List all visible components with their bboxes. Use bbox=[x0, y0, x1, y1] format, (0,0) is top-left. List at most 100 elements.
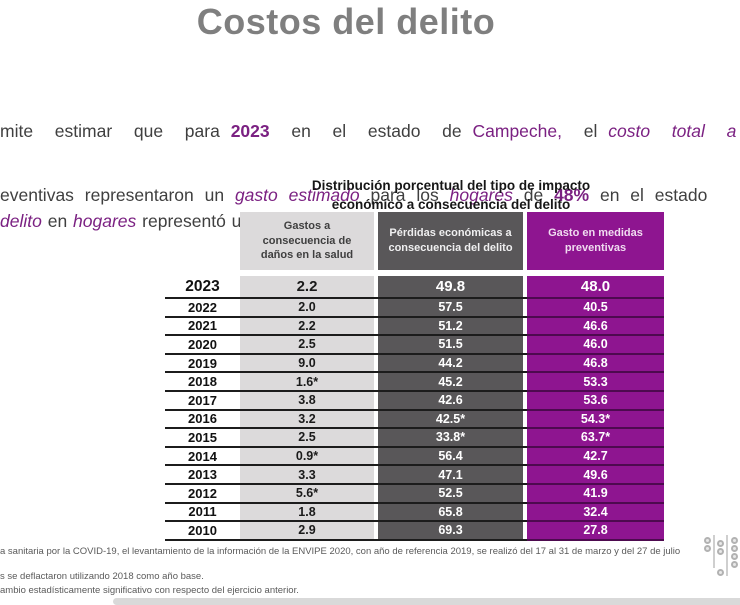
column-gap bbox=[523, 336, 527, 355]
perdidas-value-cell: 45.2 bbox=[378, 373, 523, 392]
abacus-bead-icon bbox=[731, 561, 738, 568]
header-gastos-salud: Gastos a consecuencia de daños en la sal… bbox=[240, 212, 374, 270]
table-row: 2020 2.5 51.5 46.0 bbox=[165, 336, 664, 355]
salud-value-cell: 5.6* bbox=[240, 484, 374, 504]
column-gap bbox=[523, 276, 527, 299]
preventivas-value-cell: 53.6 bbox=[527, 391, 664, 411]
table-row: 2016 3.2 42.5* 54.3* bbox=[165, 410, 664, 430]
salud-value-cell: 1.6* bbox=[240, 373, 374, 392]
salud-value-cell: 3.8 bbox=[240, 391, 374, 411]
table-row: 2022 2.0 57.5 40.5 bbox=[165, 299, 664, 318]
paragraph-line: mite estimar que para 2023 en el estado … bbox=[0, 116, 740, 146]
perdidas-value-cell: 56.4 bbox=[378, 447, 523, 467]
table-row: 2013 3.3 47.1 49.6 bbox=[165, 466, 664, 485]
text-fragment: para los bbox=[359, 185, 450, 205]
column-gap bbox=[374, 466, 378, 485]
column-gap bbox=[523, 317, 527, 337]
salud-value-cell: 2.2 bbox=[240, 317, 374, 337]
year-cell: 2017 bbox=[165, 391, 240, 411]
column-gap bbox=[374, 354, 378, 374]
column-gap bbox=[374, 429, 378, 448]
perdidas-value-cell: 44.2 bbox=[378, 354, 523, 374]
table-title: Distribución porcentual del tipo de impa… bbox=[238, 176, 664, 214]
column-gap bbox=[523, 429, 527, 448]
table-row: 2023 2.2 49.8 48.0 bbox=[165, 276, 664, 299]
page-title: Costos del delito bbox=[196, 1, 496, 42]
highlight-state: Campeche, bbox=[472, 121, 563, 141]
perdidas-value-cell: 65.8 bbox=[378, 503, 523, 523]
perdidas-value-cell: 42.6 bbox=[378, 391, 523, 411]
perdidas-value-cell: 33.8* bbox=[378, 429, 523, 448]
highlight-costo-total: costo total a cons bbox=[608, 121, 737, 141]
salud-value-cell: 2.9 bbox=[240, 522, 374, 541]
abacus-rod-icon bbox=[726, 535, 728, 576]
column-gap bbox=[374, 299, 378, 318]
preventivas-value-cell: 54.3* bbox=[527, 410, 664, 430]
text-fragment: en el estado bbox=[589, 185, 708, 205]
column-gap bbox=[374, 484, 378, 504]
highlight-gasto-estimado: gasto estimado bbox=[234, 185, 360, 205]
table-row: 2012 5.6* 52.5 41.9 bbox=[165, 484, 664, 504]
highlight-year: 2023 bbox=[230, 121, 270, 141]
year-cell: 2012 bbox=[165, 484, 240, 504]
footnote-covid: a sanitaria por la COVID-19, el levantam… bbox=[0, 546, 681, 557]
column-gap bbox=[523, 391, 527, 411]
footnote-cambio-significativo: ambio estadísticamente significativo con… bbox=[0, 585, 299, 596]
column-gap bbox=[523, 522, 527, 541]
text-fragment: en el estado de bbox=[269, 121, 473, 141]
perdidas-value-cell: 49.8 bbox=[378, 276, 523, 299]
year-cell: 2018 bbox=[165, 373, 240, 392]
year-cell: 2013 bbox=[165, 466, 240, 485]
column-gap bbox=[374, 522, 378, 541]
impact-table: Gastos a consecuencia de daños en la sal… bbox=[165, 212, 664, 541]
column-gap bbox=[374, 336, 378, 355]
highlight-hogares: hogares bbox=[449, 185, 513, 205]
preventivas-value-cell: 41.9 bbox=[527, 484, 664, 504]
perdidas-value-cell: 51.2 bbox=[378, 317, 523, 337]
column-gap bbox=[374, 212, 378, 270]
salud-value-cell: 0.9* bbox=[240, 447, 374, 467]
preventivas-value-cell: 40.5 bbox=[527, 299, 664, 318]
header-perdidas-economicas: Pérdidas económicas a consecuencia del d… bbox=[378, 212, 523, 270]
salud-value-cell: 2.0 bbox=[240, 299, 374, 318]
footer-bar bbox=[113, 598, 740, 605]
salud-value-cell: 2.5 bbox=[240, 336, 374, 355]
column-gap bbox=[374, 447, 378, 467]
year-cell: 2019 bbox=[165, 354, 240, 374]
perdidas-value-cell: 47.1 bbox=[378, 466, 523, 485]
table-row: 2019 9.0 44.2 46.8 bbox=[165, 354, 664, 374]
year-cell: 2010 bbox=[165, 522, 240, 541]
preventivas-value-cell: 46.6 bbox=[527, 317, 664, 337]
text-fragment: el bbox=[562, 121, 609, 141]
highlight-hogares: hogares bbox=[73, 211, 137, 231]
salud-value-cell: 1.8 bbox=[240, 503, 374, 523]
abacus-bead-icon bbox=[717, 569, 724, 576]
text-fragment: en bbox=[41, 211, 74, 231]
abacus-bead-icon bbox=[704, 537, 711, 544]
abacus-rod-icon bbox=[713, 535, 715, 568]
year-cell: 2014 bbox=[165, 447, 240, 467]
table-header-row: Gastos a consecuencia de daños en la sal… bbox=[165, 212, 664, 270]
text-fragment: de bbox=[512, 185, 555, 205]
paragraph-line: eventivas representaron un gasto estimad… bbox=[0, 180, 740, 210]
abacus-bead-icon bbox=[731, 537, 738, 544]
column-gap bbox=[523, 466, 527, 485]
column-gap bbox=[523, 447, 527, 467]
preventivas-value-cell: 49.6 bbox=[527, 466, 664, 485]
column-gap bbox=[523, 373, 527, 392]
perdidas-value-cell: 42.5* bbox=[378, 410, 523, 430]
inegi-abacus-logo bbox=[702, 535, 740, 587]
table-row: 2017 3.8 42.6 53.6 bbox=[165, 391, 664, 411]
preventivas-value-cell: 48.0 bbox=[527, 276, 664, 299]
table-row: 2014 0.9* 56.4 42.7 bbox=[165, 447, 664, 467]
year-cell: 2016 bbox=[165, 410, 240, 430]
abacus-bead-icon bbox=[704, 545, 711, 552]
column-gap bbox=[523, 212, 527, 270]
column-gap bbox=[374, 503, 378, 523]
text-fragment: mite estimar que para bbox=[0, 121, 231, 141]
preventivas-value-cell: 53.3 bbox=[527, 373, 664, 392]
preventivas-value-cell: 46.8 bbox=[527, 354, 664, 374]
year-cell: 2015 bbox=[165, 429, 240, 448]
intro-paragraph-2: eventivas representaron un gasto estimad… bbox=[0, 120, 740, 270]
